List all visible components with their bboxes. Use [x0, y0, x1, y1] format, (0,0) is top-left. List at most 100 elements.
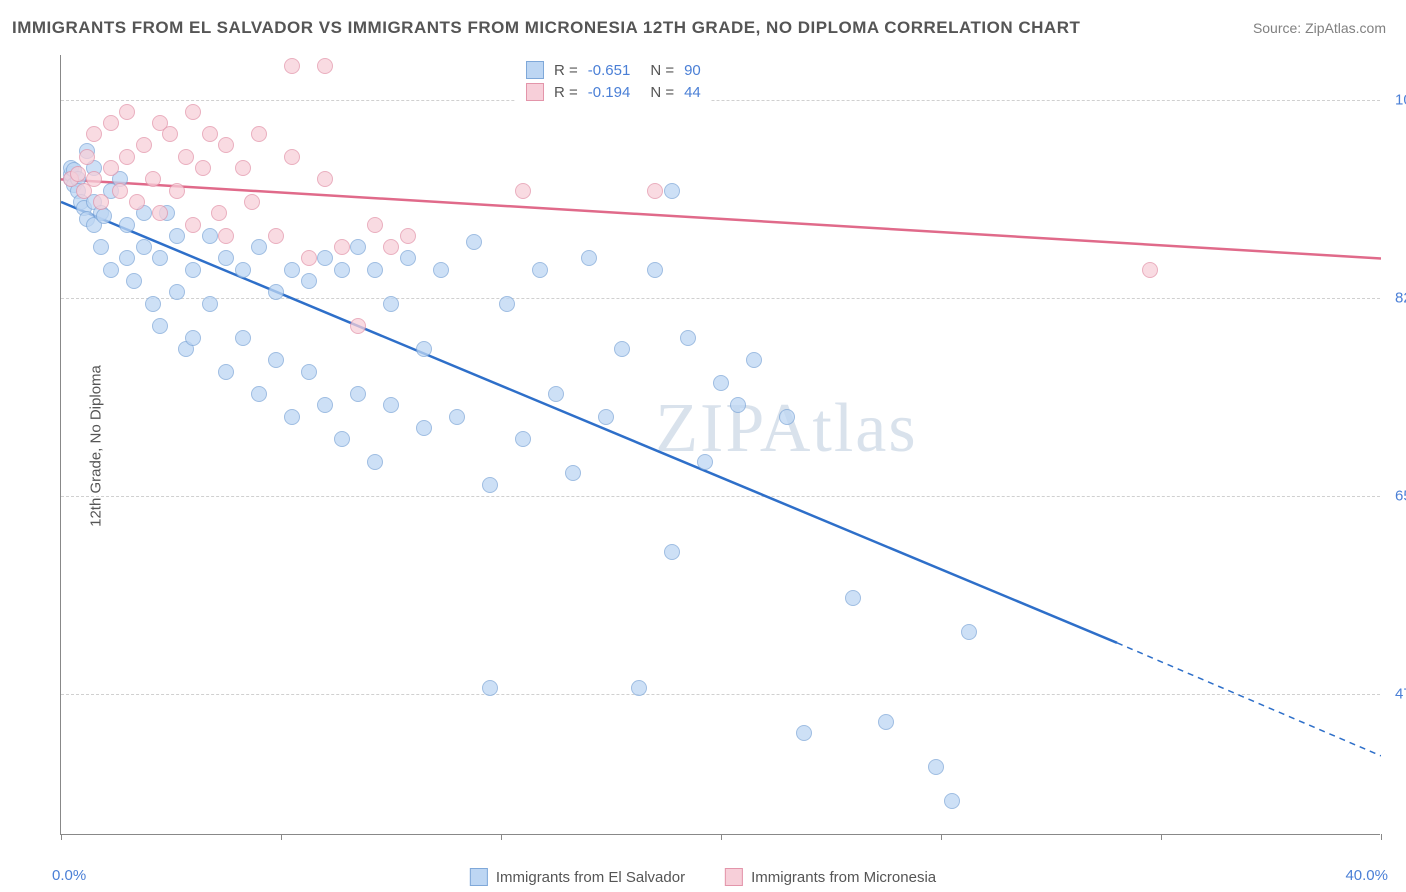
data-point — [218, 364, 234, 380]
data-point — [317, 171, 333, 187]
r-value-2: -0.194 — [588, 84, 631, 101]
data-point — [119, 217, 135, 233]
data-point — [218, 228, 234, 244]
points-layer — [61, 55, 1380, 834]
data-point — [433, 262, 449, 278]
legend-label-2: Immigrants from Micronesia — [751, 869, 936, 886]
data-point — [112, 183, 128, 199]
data-point — [251, 126, 267, 142]
y-tick-label: 47.5% — [1385, 685, 1406, 702]
data-point — [515, 431, 531, 447]
data-point — [416, 420, 432, 436]
series-legend: Immigrants from El Salvador Immigrants f… — [470, 868, 936, 886]
data-point — [466, 234, 482, 250]
data-point — [268, 352, 284, 368]
data-point — [482, 680, 498, 696]
data-point — [878, 714, 894, 730]
data-point — [126, 273, 142, 289]
x-max-label: 40.0% — [1345, 867, 1388, 884]
data-point — [334, 239, 350, 255]
x-min-label: 0.0% — [52, 867, 86, 884]
data-point — [334, 431, 350, 447]
data-point — [961, 624, 977, 640]
n-value-2: 44 — [684, 84, 701, 101]
data-point — [70, 166, 86, 182]
data-point — [449, 409, 465, 425]
r-value-1: -0.651 — [588, 62, 631, 79]
data-point — [103, 115, 119, 131]
data-point — [581, 250, 597, 266]
data-point — [93, 194, 109, 210]
legend-label-1: Immigrants from El Salvador — [496, 869, 685, 886]
data-point — [86, 126, 102, 142]
data-point — [350, 386, 366, 402]
data-point — [185, 330, 201, 346]
data-point — [796, 725, 812, 741]
legend-item-2: Immigrants from Micronesia — [725, 868, 936, 886]
data-point — [169, 228, 185, 244]
stats-row-1: R = -0.651 N = 90 — [526, 59, 701, 81]
data-point — [235, 160, 251, 176]
data-point — [202, 296, 218, 312]
data-point — [284, 58, 300, 74]
data-point — [631, 680, 647, 696]
data-point — [96, 208, 112, 224]
n-label: N = — [650, 84, 674, 101]
data-point — [268, 228, 284, 244]
swatch-icon — [725, 868, 743, 886]
data-point — [383, 296, 399, 312]
data-point — [284, 262, 300, 278]
data-point — [928, 759, 944, 775]
x-tick — [501, 834, 502, 840]
data-point — [664, 544, 680, 560]
x-tick — [1161, 834, 1162, 840]
data-point — [301, 364, 317, 380]
x-tick — [281, 834, 282, 840]
data-point — [614, 341, 630, 357]
data-point — [515, 183, 531, 199]
data-point — [93, 239, 109, 255]
data-point — [400, 250, 416, 266]
data-point — [178, 149, 194, 165]
data-point — [169, 284, 185, 300]
data-point — [746, 352, 762, 368]
data-point — [119, 250, 135, 266]
data-point — [145, 296, 161, 312]
swatch-icon — [470, 868, 488, 886]
data-point — [730, 397, 746, 413]
data-point — [251, 239, 267, 255]
data-point — [162, 126, 178, 142]
stats-legend: R = -0.651 N = 90 R = -0.194 N = 44 — [516, 55, 711, 109]
data-point — [119, 104, 135, 120]
data-point — [383, 397, 399, 413]
r-label: R = — [554, 84, 578, 101]
data-point — [195, 160, 211, 176]
data-point — [317, 250, 333, 266]
y-tick-label: 65.0% — [1385, 487, 1406, 504]
data-point — [185, 262, 201, 278]
data-point — [565, 465, 581, 481]
data-point — [383, 239, 399, 255]
plot-area: ZIPAtlas 47.5%65.0%82.5%100.0% R = -0.65… — [60, 55, 1380, 835]
data-point — [235, 330, 251, 346]
data-point — [103, 262, 119, 278]
data-point — [284, 409, 300, 425]
x-tick — [721, 834, 722, 840]
data-point — [317, 58, 333, 74]
data-point — [317, 397, 333, 413]
data-point — [845, 590, 861, 606]
data-point — [218, 137, 234, 153]
data-point — [136, 137, 152, 153]
data-point — [79, 149, 95, 165]
data-point — [697, 454, 713, 470]
stats-row-2: R = -0.194 N = 44 — [526, 81, 701, 103]
data-point — [202, 126, 218, 142]
data-point — [301, 273, 317, 289]
x-tick — [1381, 834, 1382, 840]
data-point — [129, 194, 145, 210]
data-point — [680, 330, 696, 346]
data-point — [268, 284, 284, 300]
data-point — [499, 296, 515, 312]
data-point — [598, 409, 614, 425]
data-point — [713, 375, 729, 391]
